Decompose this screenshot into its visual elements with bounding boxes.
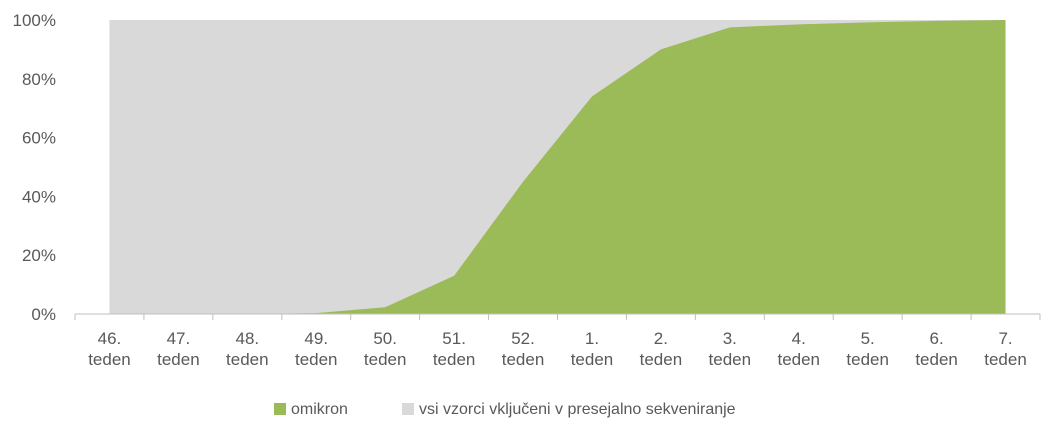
legend: omikron vsi vzorci vključeni v presejalno… bbox=[274, 401, 736, 418]
y-tick-label: 100% bbox=[13, 11, 56, 30]
x-tick-label: 7. teden bbox=[984, 329, 1027, 369]
legend-item-all-samples-label: vsi vzorci vključeni v presejalno sekven… bbox=[419, 401, 736, 418]
x-tick-label: 49. teden bbox=[295, 329, 338, 369]
x-tick-label: 4. teden bbox=[777, 329, 820, 369]
y-tick-label: 0% bbox=[31, 305, 56, 324]
legend-swatch bbox=[402, 403, 414, 415]
y-tick-label: 20% bbox=[22, 246, 56, 265]
x-tick-label: 3. teden bbox=[709, 329, 752, 369]
x-tick-label: 48. teden bbox=[226, 329, 269, 369]
y-tick-label: 80% bbox=[22, 70, 56, 89]
legend-item-omikron-label: omikron bbox=[291, 401, 348, 418]
x-tick-label: 46. teden bbox=[88, 329, 131, 369]
x-tick-label: 6. teden bbox=[915, 329, 958, 369]
x-tick-label: 50. teden bbox=[364, 329, 407, 369]
plot-area bbox=[109, 20, 1006, 314]
x-tick-label: 51. teden bbox=[433, 329, 476, 369]
legend-swatch bbox=[274, 403, 286, 415]
x-tick-label: 5. teden bbox=[846, 329, 889, 369]
y-tick-label: 60% bbox=[22, 129, 56, 148]
x-tick-label: 52. teden bbox=[502, 329, 545, 369]
x-tick-label: 1. teden bbox=[571, 329, 614, 369]
x-tick-label: 2. teden bbox=[640, 329, 683, 369]
x-tick-label: 47. teden bbox=[157, 329, 200, 369]
y-tick-label: 40% bbox=[22, 187, 56, 206]
axes: 46. teden 47. teden 48. teden 49. teden 50. teden… bbox=[13, 11, 1041, 369]
series-area-omikron bbox=[109, 20, 1006, 314]
